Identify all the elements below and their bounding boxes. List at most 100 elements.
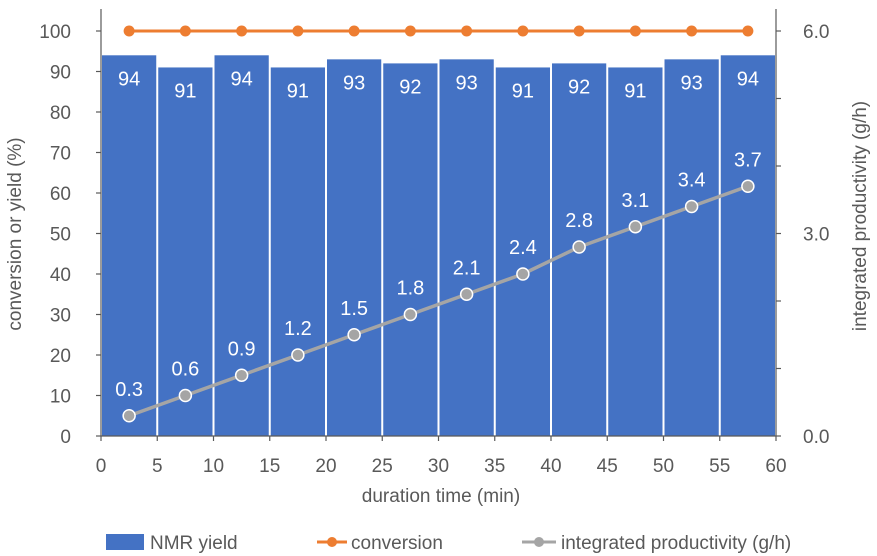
productivity-label-1: 0.3 [115, 379, 143, 401]
x-tick-label-5: 5 [152, 456, 163, 477]
legend-marker-conversion [327, 537, 337, 547]
conversion-point-5 [348, 25, 360, 37]
x-tick-label-35: 35 [484, 456, 505, 477]
y-tick-label-100: 100 [39, 22, 71, 43]
y-tick-label-90: 90 [50, 63, 71, 84]
bar-label-4: 91 [287, 80, 309, 102]
conversion-point-2 [179, 25, 191, 37]
productivity-label-10: 3.1 [621, 190, 649, 212]
y-tick-label-20: 20 [50, 346, 71, 367]
productivity-label-11: 3.4 [678, 170, 706, 192]
bar-6 [383, 63, 438, 437]
x-tick-label-30: 30 [428, 456, 449, 477]
bar-label-12: 94 [737, 68, 759, 90]
conversion-point-8 [517, 25, 529, 37]
productivity-point-8 [516, 267, 530, 281]
bar-label-5: 93 [343, 72, 365, 94]
productivity-label-2: 0.6 [171, 359, 199, 381]
legend-marker-productivity [534, 537, 544, 547]
conversion-point-1 [123, 25, 135, 37]
bar-label-10: 91 [624, 80, 646, 102]
tick-labels: 0 10 20 30 40 50 60 70 80 90 100 0.0 3.0 6.0 0 5 10 15 20 2… [39, 22, 829, 477]
y-axis-title: conversion or yield (%) [5, 137, 26, 330]
conversion-point-10 [629, 25, 641, 37]
conversion-series [123, 25, 754, 37]
y-tick-label-80: 80 [50, 103, 71, 124]
bar-label-1: 94 [118, 68, 140, 90]
productivity-point-1 [122, 409, 136, 423]
x-tick-label-55: 55 [709, 456, 730, 477]
x-tick-label-20: 20 [315, 456, 336, 477]
x-tick-label-40: 40 [540, 456, 561, 477]
bar-label-7: 93 [456, 72, 478, 94]
x-axis-title: duration time (min) [362, 486, 520, 507]
legend-swatch-nmr-yield [106, 534, 144, 550]
x-tick-label-0: 0 [96, 456, 107, 477]
legend-item-nmr-yield[interactable]: NMR yield [106, 533, 238, 554]
productivity-series [122, 179, 755, 423]
legend-label-productivity: integrated productivity (g/h) [561, 533, 791, 554]
y2-tick-label-3.0: 3.0 [803, 225, 829, 246]
productivity-label-3: 0.9 [228, 338, 256, 360]
bar-8 [495, 67, 550, 436]
y-tick-label-70: 70 [50, 144, 71, 165]
x-tick-label-15: 15 [259, 456, 280, 477]
x-tick-label-45: 45 [597, 456, 618, 477]
productivity-point-7 [459, 287, 474, 301]
conversion-point-4 [292, 25, 304, 37]
y-tick-label-60: 60 [50, 184, 71, 205]
productivity-label-12: 3.7 [734, 149, 762, 171]
bar-label-11: 93 [681, 72, 703, 94]
productivity-label-6: 1.8 [396, 278, 424, 300]
legend-item-productivity[interactable]: integrated productivity (g/h) [522, 533, 791, 554]
y2-tick-label-6.0: 6.0 [803, 22, 829, 43]
x-tick-label-50: 50 [653, 456, 674, 477]
bar-5 [327, 59, 382, 436]
productivity-point-4 [291, 348, 305, 362]
conversion-point-9 [573, 25, 585, 37]
legend-item-conversion[interactable]: conversion [317, 533, 443, 554]
productivity-label-5: 1.5 [340, 298, 368, 320]
bar-4 [270, 67, 325, 436]
axes [96, 9, 781, 441]
bar-label-8: 91 [512, 80, 534, 102]
x-tick-label-60: 60 [765, 456, 786, 477]
conversion-point-11 [686, 25, 698, 37]
bar-10 [608, 67, 663, 436]
productivity-label-7: 2.1 [453, 257, 481, 279]
y-tick-label-30: 30 [50, 306, 71, 327]
bar-2 [158, 67, 213, 436]
y2-tick-label-0.0: 0.0 [803, 427, 829, 448]
bar-label-6: 92 [399, 76, 421, 98]
bar-7 [439, 59, 494, 436]
productivity-point-11 [684, 199, 699, 214]
x-tick-label-10: 10 [203, 456, 224, 477]
productivity-point-6 [403, 307, 418, 322]
y-tick-label-40: 40 [50, 265, 71, 286]
conversion-point-3 [236, 25, 248, 37]
bar-label-9: 92 [568, 76, 590, 98]
y-tick-label-10: 10 [50, 387, 71, 408]
productivity-label-group: 0.3 0.6 0.9 1.2 1.5 1.8 2.1 2.4 2.8 3.1 3.4 3.7 [115, 149, 762, 401]
conversion-point-7 [461, 25, 473, 37]
conversion-point-12 [742, 25, 754, 37]
productivity-label-4: 1.2 [284, 318, 312, 340]
bar-11 [664, 59, 719, 436]
productivity-point-5 [347, 328, 361, 342]
legend: NMR yield conversion integrated producti… [106, 533, 791, 554]
productivity-point-10 [628, 220, 643, 234]
productivity-point-12 [741, 179, 755, 193]
y-tick-label-50: 50 [50, 225, 71, 246]
bar-label-3: 94 [231, 68, 253, 90]
conversion-point-6 [404, 25, 416, 37]
bar-12 [720, 55, 775, 437]
bar-label-2: 91 [174, 80, 196, 102]
bar-1 [102, 55, 157, 437]
y2-axis-title: integrated productivity (g/h) [850, 101, 871, 331]
productivity-point-9 [572, 240, 586, 254]
x-tick-label-25: 25 [372, 456, 393, 477]
bar-series [102, 55, 775, 437]
bar-label-group: 94 91 94 91 93 92 93 91 92 91 93 94 [118, 68, 759, 102]
legend-label-conversion: conversion [351, 533, 443, 554]
